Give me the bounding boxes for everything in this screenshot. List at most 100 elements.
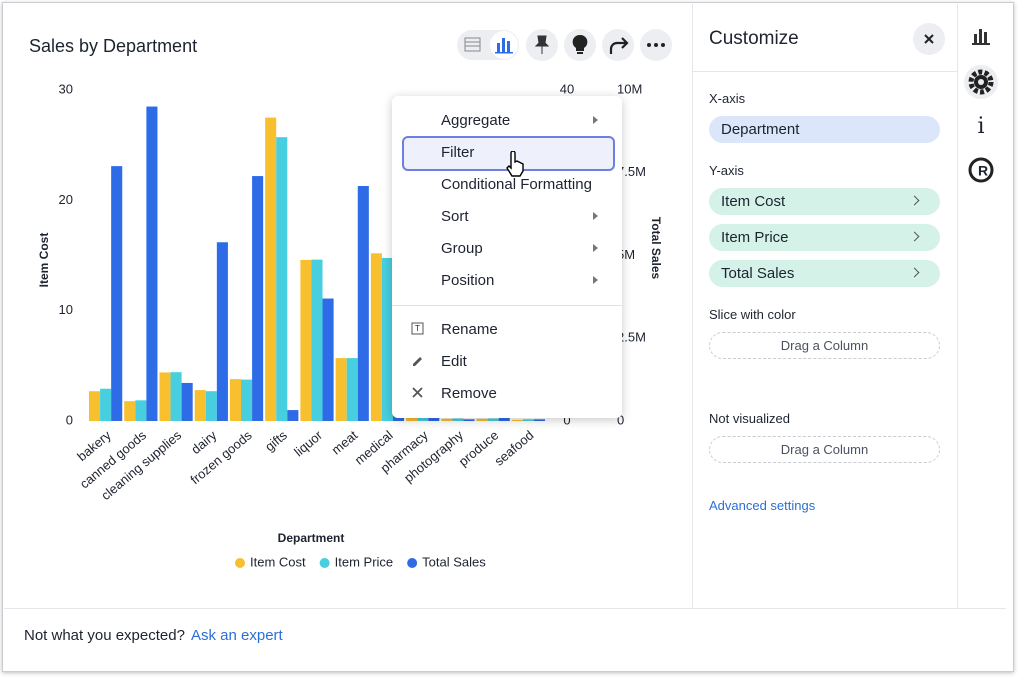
footer-question: Not what you expected? [24,627,185,644]
menu-divider [392,305,622,306]
bar [406,417,418,421]
menu-item[interactable]: Group [441,240,483,257]
bar [463,419,475,421]
section-label: X-axis [709,91,746,106]
bar [205,391,217,421]
y3-tick-label: 0 [617,412,624,427]
bar [135,400,147,421]
advanced-link[interactable]: Advanced settings [709,498,816,513]
context-menu: Aggregate Filter Conditional Formatting … [392,96,622,418]
info-tab[interactable]: i [977,114,984,139]
drop-zone[interactable]: Drag a Column [709,332,940,359]
divider [692,4,693,608]
pill-label: Item Price [721,229,789,246]
menu-item[interactable]: Conditional Formatting [441,176,592,193]
submenu-arrow [593,212,598,220]
bar [498,417,510,421]
bar [441,418,453,421]
bar [370,253,382,421]
bar [252,176,264,421]
divider [693,71,957,72]
legend-label: Total Sales [422,554,486,569]
legend-label: Item Price [335,554,394,569]
y-axis-pill[interactable]: Item Price [709,224,940,251]
section-label: Not visualized [709,411,790,426]
pill-label: Item Cost [721,193,786,210]
more-icon [647,43,665,47]
legend-marker [235,558,245,568]
table-icon[interactable] [464,37,481,52]
bar [124,401,136,421]
bulb-icon [572,34,588,51]
y3-tick-label: 7.5M [617,164,646,179]
menu-item[interactable]: Filter [441,144,475,161]
drop-zone[interactable]: Drag a Column [709,436,940,463]
divider [957,4,958,608]
y3-tick-label: 2.5M [617,330,646,345]
submenu-arrow [593,244,598,252]
bar [170,372,182,421]
x-axis-title: Department [278,531,345,545]
menu-item[interactable]: Position [441,272,495,289]
y-axis-title: Item Cost [37,233,51,288]
share-button[interactable] [602,29,634,61]
bar [159,372,171,421]
section-label: Y-axis [709,163,744,178]
bar [335,358,347,421]
chart-tab[interactable] [972,29,990,45]
bar [194,390,206,421]
bar [533,419,545,421]
y2-tick-label: 40 [560,81,574,96]
y3-tick-label: 10M [617,81,642,96]
side-rail: i R [964,29,998,183]
submenu-arrow [593,276,598,284]
menu-item[interactable]: Sort [441,208,469,225]
submenu-arrow [593,116,598,124]
bar [287,410,299,421]
bar [229,379,241,421]
legend-label: Item Cost [250,554,306,569]
bar [311,259,323,421]
bar [241,379,253,421]
y-axis-pill[interactable]: Item Cost [709,188,940,215]
bar [100,388,112,421]
menu-item[interactable]: Aggregate [441,112,511,129]
chart-icon [495,38,513,54]
menu-item[interactable]: Edit [441,353,467,370]
legend-marker [407,558,418,568]
x-tick-label: liquor [291,427,326,459]
cursor [506,151,524,177]
x-tick-label: gifts [262,427,290,454]
x-axis-pill[interactable]: Department [709,116,940,143]
menu-item[interactable]: Rename [441,321,498,338]
menu-icons: T [411,322,424,398]
bar [511,419,523,421]
bar [146,106,158,422]
bar [216,242,228,421]
bar [487,418,499,421]
divider [4,608,1006,609]
x-tick-label: produce [456,427,502,469]
bar [89,391,101,421]
bar [300,259,312,421]
footer-link[interactable]: Ask an expert [191,627,283,644]
x-tick-label: seafood [491,427,536,468]
y-axis-pill[interactable]: Total Sales [709,260,940,287]
menu-item[interactable]: Remove [441,385,497,402]
svg-text:T: T [415,324,420,333]
y-tick-label: 10 [59,302,73,317]
bar [381,257,393,421]
y-tick-label: 0 [66,412,73,427]
close-button[interactable] [913,23,945,55]
pin-icon [534,35,550,54]
bar [428,417,440,421]
bar [476,418,488,421]
panel-title: Customize [709,28,799,49]
chart: Sales by Department Department Item Cost… [29,29,672,569]
r-tab[interactable] [968,157,994,183]
legend-marker [319,558,330,568]
bar [417,417,429,421]
y-tick-label: 20 [59,192,73,207]
y3-axis-title: Total Sales [649,217,663,280]
